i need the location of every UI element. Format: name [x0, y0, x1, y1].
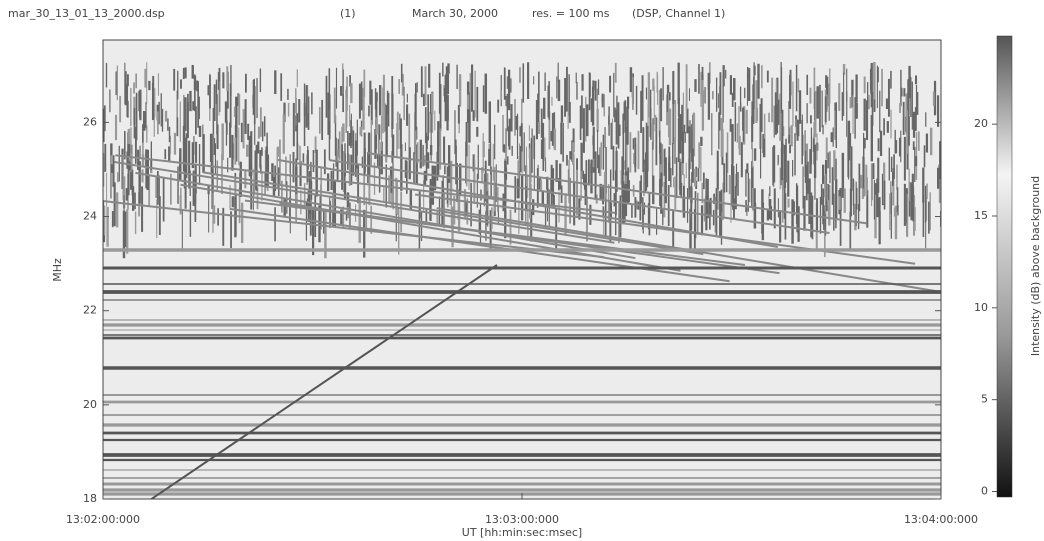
- colorbar-tick-label: 5: [981, 393, 988, 406]
- title-part: res. = 100 ms: [532, 7, 610, 20]
- x-tick-label: 13:04:00:000: [904, 513, 978, 526]
- colorbar-tick-label: 15: [974, 209, 988, 222]
- x-axis-label: UT [hh:min:sec:msec]: [462, 526, 582, 539]
- y-tick-label: 26: [83, 115, 97, 128]
- file-name: mar_30_13_01_13_2000.dsp: [8, 7, 165, 20]
- colorbar-tick-label: 0: [981, 484, 988, 497]
- colorbar-tick-label: 20: [974, 117, 988, 130]
- title-part: (DSP, Channel 1): [632, 7, 725, 20]
- x-tick-label: 13:02:00:000: [66, 513, 140, 526]
- x-tick-label: 13:03:00:000: [485, 513, 559, 526]
- colorbar: [997, 36, 1012, 497]
- colorbar-label: Intensity (dB) above background: [1029, 176, 1042, 356]
- y-tick-label: 24: [83, 210, 97, 223]
- title-part: March 30, 2000: [412, 7, 498, 20]
- y-tick-label: 18: [83, 492, 97, 505]
- y-tick-label: 22: [83, 304, 97, 317]
- title-part: (1): [340, 7, 356, 20]
- chart: mar_30_13_01_13_2000.dsp (1) March 30, 2…: [0, 0, 1044, 541]
- colorbar-tick-label: 10: [974, 301, 988, 314]
- y-axis-label: MHz: [51, 258, 64, 282]
- y-tick-label: 20: [83, 398, 97, 411]
